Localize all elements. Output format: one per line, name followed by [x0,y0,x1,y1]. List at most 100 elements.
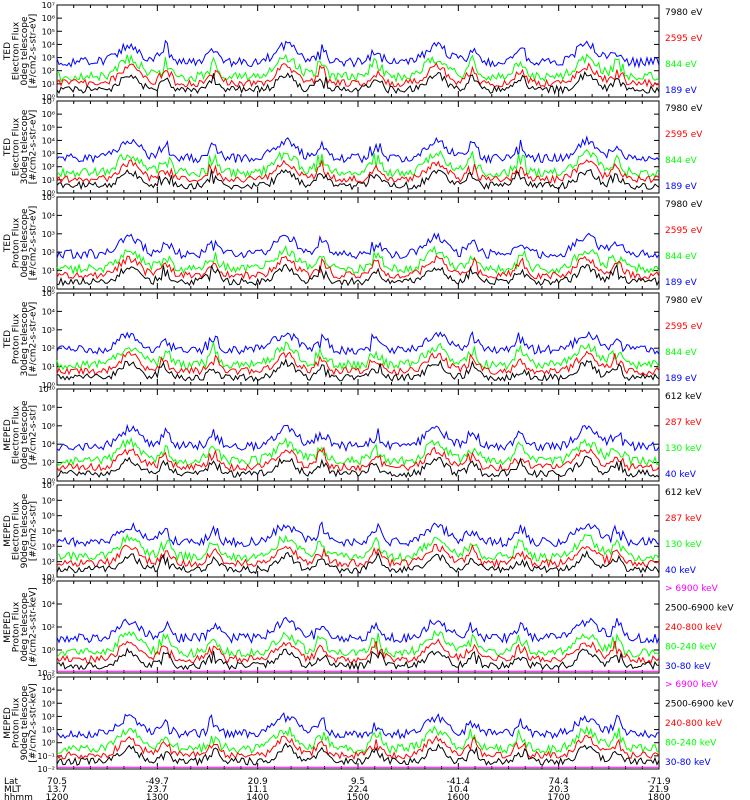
mlt-value: 21.9 [649,785,669,795]
y-axis-label: Proton Flux [12,313,22,364]
legend-item: 7980 eV [665,200,703,210]
y-tick-label: 10⁰ [42,189,55,198]
series-line-blue [56,39,660,69]
legend-item: > 6900 keV [665,584,719,594]
y-tick-label: 10² [42,344,55,353]
legend-item: 130 keV [665,540,702,550]
panel-frame [56,292,660,386]
legend-item: 30-80 keV [665,662,711,672]
panel-frame [56,100,660,194]
y-tick-label: 10⁰ [42,285,55,294]
y-tick-label: 10¹ [42,80,55,89]
series-line-red [56,62,660,89]
lat-value: 20.9 [248,777,268,787]
mlt-value: 10.4 [448,785,468,795]
legend-item: 40 keV [665,470,697,480]
y-axis-label: 30deg telescope [20,301,30,376]
legend-item: 7980 eV [665,8,703,18]
hhmm-value: 1700 [547,793,570,800]
y-tick-label: 10³ [42,699,55,708]
lat-value: 9.5 [351,777,365,787]
y-tick-label: 10⁵ [42,27,55,36]
legend-item: 287 keV [665,514,702,524]
y-axis-label: [#/cm2-s-str-keV] [29,587,39,666]
y-tick-label: 10⁴ [42,527,55,536]
y-axis-label: TED [3,138,13,157]
y-tick-label: 10³ [42,230,55,239]
y-tick-label: 10¹ [42,267,55,276]
hhmm-value: 1500 [347,793,370,800]
y-tick-label: 10¹ [42,363,55,372]
panel-frame [56,196,660,290]
y-tick-label: 10⁶ [42,110,55,119]
series-line-green [56,149,660,180]
series-line-red [56,734,660,760]
y-axis-label: Electron Flux [12,501,22,560]
y-axis-label: 30deg telescope [20,109,30,184]
legend-item: 844 eV [665,252,698,262]
y-axis-label: Electron Flux [12,405,22,464]
series-line-black [56,70,660,96]
lat-value: 74.4 [549,777,569,787]
y-tick-label: 10² [42,163,55,172]
y-tick-label: 10⁴ [42,211,55,220]
y-axis-label: [#/cm2-s-str-eV] [29,110,39,185]
legend-item: 80-240 keV [665,643,717,653]
legend-item: 189 eV [665,86,698,96]
y-tick-label: 10⁵ [42,193,55,202]
series-line-black [56,168,660,191]
y-tick-label: 10⁻² [37,765,55,774]
legend-item: 7980 eV [665,296,703,306]
mlt-value: 23.7 [147,785,167,795]
y-axis-label: 0deg telescope [20,208,30,278]
y-axis-label: Electron Flux [12,117,22,176]
hhmm-value: 1300 [146,793,169,800]
lat-value: -41.4 [447,777,471,787]
legend-item: 189 eV [665,374,698,384]
y-axis-label: Electron Flux [12,21,22,80]
y-tick-label: 10⁰ [42,646,55,655]
y-tick-label: 10¹⁰ [38,385,55,394]
series-line-blue [56,423,660,453]
series-line-black [56,647,660,671]
mlt-value: 20.3 [549,785,569,795]
y-axis-label: 90deg telescope [20,685,30,760]
hhmm-value: 1200 [46,793,69,800]
y-tick-label: 10⁰ [42,477,55,486]
y-tick-label: 10⁴ [42,600,55,609]
legend-item: 30-80 keV [665,758,711,768]
y-tick-label: 10⁶ [42,577,55,586]
panel-frame [56,4,660,98]
y-axis-label: 0deg telescope [20,400,30,470]
y-axis-label: TED [3,234,13,253]
y-tick-label: 10⁻² [37,669,55,678]
series-line-black [56,550,660,575]
y-tick-label: 10¹ [42,176,55,185]
legend-item: 2595 eV [665,226,703,236]
y-tick-label: 10² [42,623,55,632]
series-line-black [56,455,660,479]
legend-item: > 6900 keV [665,680,719,690]
panel-frame [56,580,660,674]
y-tick-label: 10² [42,248,55,257]
y-tick-label: 10⁶ [42,496,55,505]
y-tick-label: 10⁷ [42,97,55,106]
y-tick-label: 10⁴ [42,307,55,316]
y-tick-label: 10⁴ [42,136,55,145]
x-axis-footer: Lat 70.5 -49.7 20.9 9.5 -41.4 74.4 -71.9 MLT 13.7… [4,777,671,800]
y-axis-label: 0deg telescope [20,16,30,86]
hhmm-value: 1600 [447,793,470,800]
lat-row-label: Lat [4,777,19,787]
legend-item: 7980 eV [665,104,703,114]
series-line-red [56,254,660,280]
mlt-value: 13.7 [47,785,67,795]
series-line-blue [56,521,660,549]
y-tick-label: 10⁵ [42,289,55,298]
